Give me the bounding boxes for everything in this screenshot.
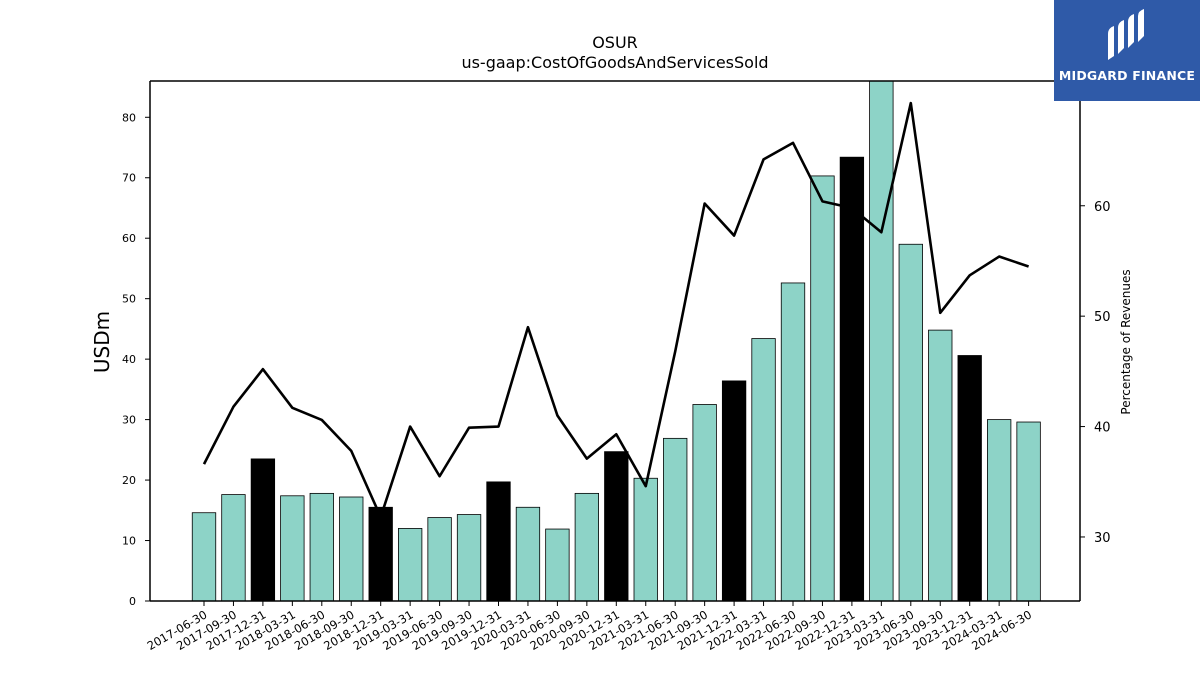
bar-2017-06-30	[191, 512, 217, 602]
y-tick-label: 70	[122, 172, 136, 185]
bar-2021-03-31	[633, 477, 658, 602]
bar-2020-12-31	[604, 451, 629, 602]
midgard-finance-logo: MIDGARD FINANCE	[1054, 0, 1200, 101]
bar-2022-03-31	[751, 338, 776, 602]
bar-2024-06-30	[1016, 421, 1041, 602]
y2-tick-label: 60	[1094, 200, 1111, 215]
chart-subtitle: us-gaap:CostOfGoodsAndServicesSold	[461, 53, 768, 72]
midgard-logo-icon	[1108, 9, 1144, 60]
bar-2018-12-31	[368, 506, 393, 602]
bar-2023-06-30	[898, 243, 923, 602]
bar-2023-09-30	[928, 329, 953, 602]
bar-2022-09-30	[810, 175, 835, 602]
y-tick-label: 10	[122, 535, 136, 548]
y-tick-label: 60	[122, 232, 136, 245]
bar-2018-09-30	[339, 496, 364, 602]
line-series	[202, 101, 1030, 519]
bar-2018-03-31	[280, 495, 305, 602]
bar-2022-06-30	[780, 282, 806, 602]
y-tick-label: 40	[122, 353, 136, 366]
bar-2021-12-31	[721, 380, 747, 602]
bar-2024-03-31	[987, 419, 1012, 602]
bar-2023-12-31	[957, 355, 982, 602]
bar-2018-06-30	[309, 492, 334, 602]
y-tick-label: 50	[122, 293, 136, 306]
y-tick-label: 30	[122, 414, 136, 427]
y2-tick-label: 30	[1094, 531, 1111, 546]
bar-2017-12-31	[250, 458, 276, 602]
y-axis-label: USDm	[90, 311, 114, 373]
bar-2020-09-30	[574, 492, 599, 602]
bar-2022-12-31	[839, 156, 865, 602]
bar-2019-12-31	[486, 481, 511, 602]
y2-tick-label: 40	[1094, 421, 1111, 436]
y-tick-label: 80	[122, 111, 136, 124]
bar-2020-03-31	[515, 506, 541, 602]
bar-2020-06-30	[545, 528, 570, 602]
bar-2017-09-30	[221, 494, 246, 602]
y2-axis-label: Percentage of Revenues	[1119, 269, 1133, 414]
chart-title: OSUR	[592, 33, 638, 52]
y2-tick-label: 50	[1094, 310, 1111, 325]
bar-2019-09-30	[456, 514, 482, 602]
bar-2019-03-31	[397, 528, 423, 602]
bar-2023-03-31	[869, 80, 894, 602]
bar-2019-06-30	[427, 517, 452, 602]
percentage-line	[202, 101, 1030, 519]
y-tick-label: 0	[129, 595, 136, 608]
bar-2021-06-30	[663, 437, 688, 602]
bar-series	[191, 80, 1041, 602]
bar-2021-09-30	[692, 404, 717, 602]
logo-text: MIDGARD FINANCE	[1058, 68, 1196, 83]
y-tick-label: 20	[122, 474, 136, 487]
